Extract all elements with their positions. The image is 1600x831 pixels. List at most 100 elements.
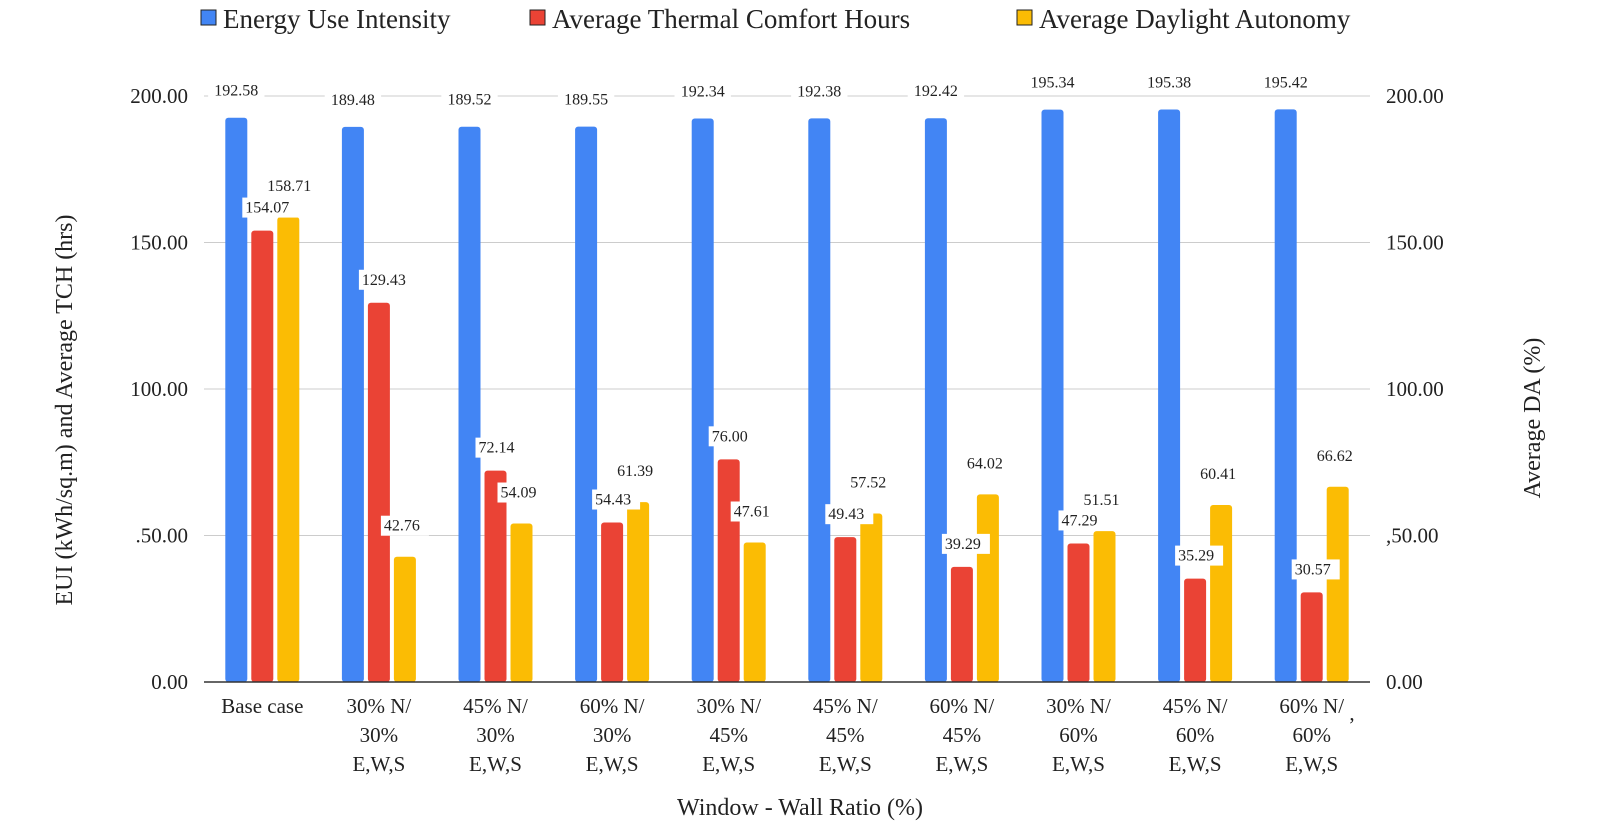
x-tick-label: 30% bbox=[360, 723, 399, 747]
bar bbox=[1158, 109, 1181, 682]
data-label: 39.29 bbox=[945, 536, 981, 553]
data-label: 42.76 bbox=[384, 518, 420, 535]
bar bbox=[1300, 592, 1323, 682]
data-label: 54.43 bbox=[595, 492, 631, 509]
x-tick-label: 45% bbox=[826, 723, 865, 747]
data-label: 57.52 bbox=[850, 474, 886, 491]
bar bbox=[484, 470, 507, 682]
data-label-bg bbox=[441, 89, 498, 110]
bar bbox=[976, 494, 999, 682]
data-labels: 192.58 154.07 158.71 189.48 129.43 42.76 189.5… bbox=[208, 72, 1362, 580]
y-tick-label-right: 150.00 bbox=[1386, 231, 1444, 255]
y-tick-label-right: 0.00 bbox=[1386, 670, 1423, 694]
data-label: 51.51 bbox=[1084, 492, 1120, 509]
data-label-bg bbox=[708, 426, 757, 447]
data-label: 54.09 bbox=[501, 485, 537, 502]
legend-swatch bbox=[1016, 9, 1033, 26]
legend-label: Energy Use Intensity bbox=[223, 4, 451, 34]
x-tick-label: E,W,S bbox=[586, 752, 639, 776]
data-label: 72.14 bbox=[479, 440, 515, 457]
x-tick-label: 60% bbox=[1176, 723, 1215, 747]
data-label: 189.55 bbox=[564, 92, 608, 109]
bar bbox=[251, 230, 274, 683]
x-tick-label: E,W,S bbox=[702, 752, 755, 776]
x-tick-label: 60% N/ bbox=[930, 694, 995, 718]
data-label: 61.39 bbox=[617, 463, 653, 480]
data-label-bg bbox=[963, 453, 1012, 474]
data-label-bg bbox=[1257, 72, 1314, 93]
bar bbox=[808, 118, 831, 682]
data-label: 195.34 bbox=[1031, 75, 1075, 92]
x-tick-label: 45% N/ bbox=[813, 694, 878, 718]
x-tick-label: E,W,S bbox=[1285, 752, 1338, 776]
bar bbox=[1274, 109, 1297, 682]
bar bbox=[950, 566, 973, 682]
data-label-bg bbox=[557, 89, 615, 110]
data-label-bg bbox=[358, 269, 416, 290]
x-tick-label: 60% N/ bbox=[580, 694, 645, 718]
data-label-bg bbox=[1024, 72, 1081, 93]
data-label-bg bbox=[674, 81, 731, 102]
data-label: 195.38 bbox=[1147, 75, 1191, 92]
bars bbox=[225, 109, 1349, 683]
bar bbox=[341, 126, 364, 682]
data-label: 129.43 bbox=[362, 272, 406, 289]
bar bbox=[1184, 578, 1207, 682]
y-axis-title-left: EUI (kWh/sq.m) and Average TCH (hrs) bbox=[52, 214, 78, 605]
x-tick-label: 60% bbox=[1292, 723, 1331, 747]
legend-swatch bbox=[200, 9, 217, 26]
data-label: 189.52 bbox=[448, 92, 492, 109]
bar bbox=[575, 126, 598, 682]
bar bbox=[1326, 486, 1349, 682]
data-label-bg bbox=[1080, 490, 1129, 511]
data-label: 192.58 bbox=[214, 83, 258, 100]
x-tick-label: 60% bbox=[1059, 723, 1098, 747]
x-tick-label: E,W,S bbox=[352, 752, 405, 776]
bar bbox=[601, 522, 624, 682]
data-label-bg bbox=[1140, 72, 1198, 93]
data-label-bg bbox=[380, 515, 429, 536]
data-label-bg bbox=[324, 89, 382, 110]
bar bbox=[717, 459, 740, 682]
data-label: 47.61 bbox=[734, 504, 770, 521]
data-label-bg bbox=[475, 437, 524, 458]
y-tick-label-left: 100.00 bbox=[130, 377, 188, 401]
bar bbox=[860, 513, 883, 682]
data-label-bg bbox=[1175, 545, 1224, 566]
x-tick-label: 45% N/ bbox=[1163, 694, 1228, 718]
x-tick-label: 45% bbox=[943, 723, 982, 747]
y-tick-label-right: 200.00 bbox=[1386, 84, 1444, 108]
bar bbox=[627, 502, 650, 682]
axes: 0.00 0.00 .50.00 ,50.00 100.00 100.00 150.00 15… bbox=[130, 84, 1444, 776]
x-tick-label: 30% N/ bbox=[347, 694, 412, 718]
data-label-bg bbox=[208, 80, 265, 101]
x-tick-label: E,W,S bbox=[469, 752, 522, 776]
data-label: 76.00 bbox=[712, 428, 748, 445]
data-label: 189.48 bbox=[331, 92, 375, 109]
bar bbox=[510, 523, 533, 682]
data-label: 64.02 bbox=[967, 455, 1003, 472]
bar bbox=[1041, 109, 1064, 682]
data-label-bg bbox=[242, 197, 299, 218]
y-tick-label-left: .50.00 bbox=[136, 524, 189, 548]
legend: Energy Use Intensity Average Thermal Comf… bbox=[200, 4, 1351, 34]
y-tick-label-left: 200.00 bbox=[130, 84, 188, 108]
data-label-bg bbox=[791, 81, 848, 102]
x-tick-label: Base case bbox=[221, 694, 303, 718]
x-tick-label: 30% bbox=[593, 723, 632, 747]
bar bbox=[834, 537, 857, 682]
bar bbox=[691, 118, 714, 683]
x-tick-label: E,W,S bbox=[1169, 752, 1222, 776]
legend-label: Average Daylight Autonomy bbox=[1039, 4, 1351, 34]
bar bbox=[393, 556, 416, 682]
y-tick-label-left: 150.00 bbox=[130, 231, 188, 255]
stray-mark: , bbox=[1349, 701, 1354, 725]
x-axis-title: Window - Wall Ratio (%) bbox=[677, 795, 923, 821]
data-label: 49.43 bbox=[828, 506, 864, 523]
bar bbox=[458, 126, 481, 682]
x-tick-label: E,W,S bbox=[1052, 752, 1105, 776]
data-label: 195.42 bbox=[1264, 74, 1308, 91]
data-label: 47.29 bbox=[1062, 512, 1098, 529]
data-label: 30.57 bbox=[1295, 561, 1331, 578]
